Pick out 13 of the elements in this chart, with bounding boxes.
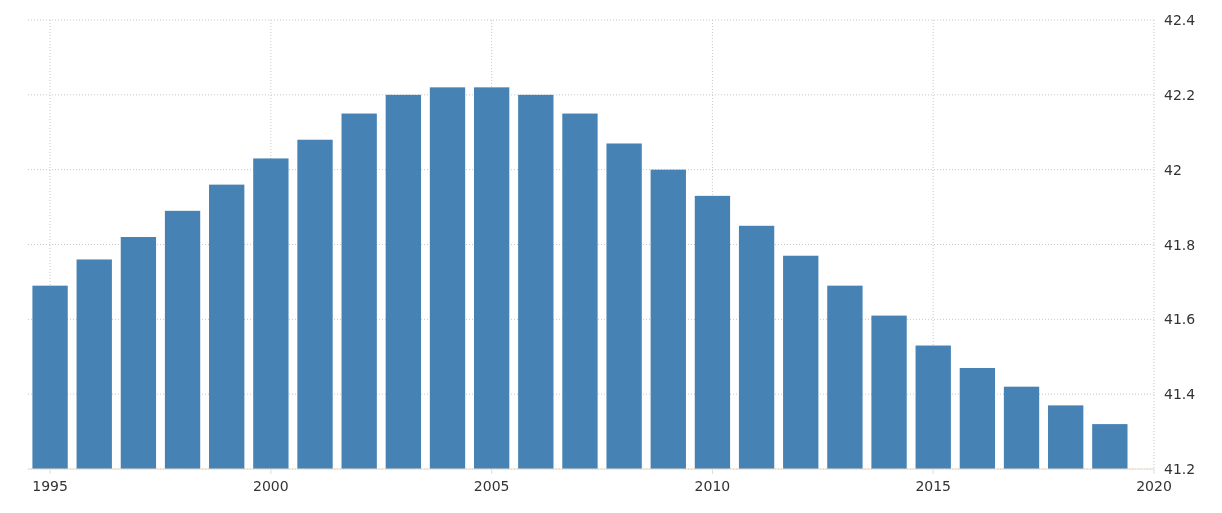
y-tick-label: 41.4 (1164, 386, 1196, 403)
x-tick-label: 1995 (32, 478, 68, 494)
x-tick-label: 2005 (473, 478, 510, 494)
x-tick-label: 2020 (1136, 478, 1172, 494)
y-tick-label: 41.6 (1164, 311, 1196, 328)
y-tick-label: 42.2 (1164, 86, 1196, 103)
y-tick-label: 41.8 (1164, 236, 1196, 253)
y-tick-label: 42 (1164, 161, 1182, 178)
x-tick-label: 2015 (915, 478, 952, 494)
x-tick-label: 2000 (253, 478, 289, 494)
x-tick-label: 2010 (694, 478, 731, 494)
y-tick-label: 42.4 (1164, 12, 1196, 28)
y-tick-label: 41.2 (1164, 461, 1196, 477)
